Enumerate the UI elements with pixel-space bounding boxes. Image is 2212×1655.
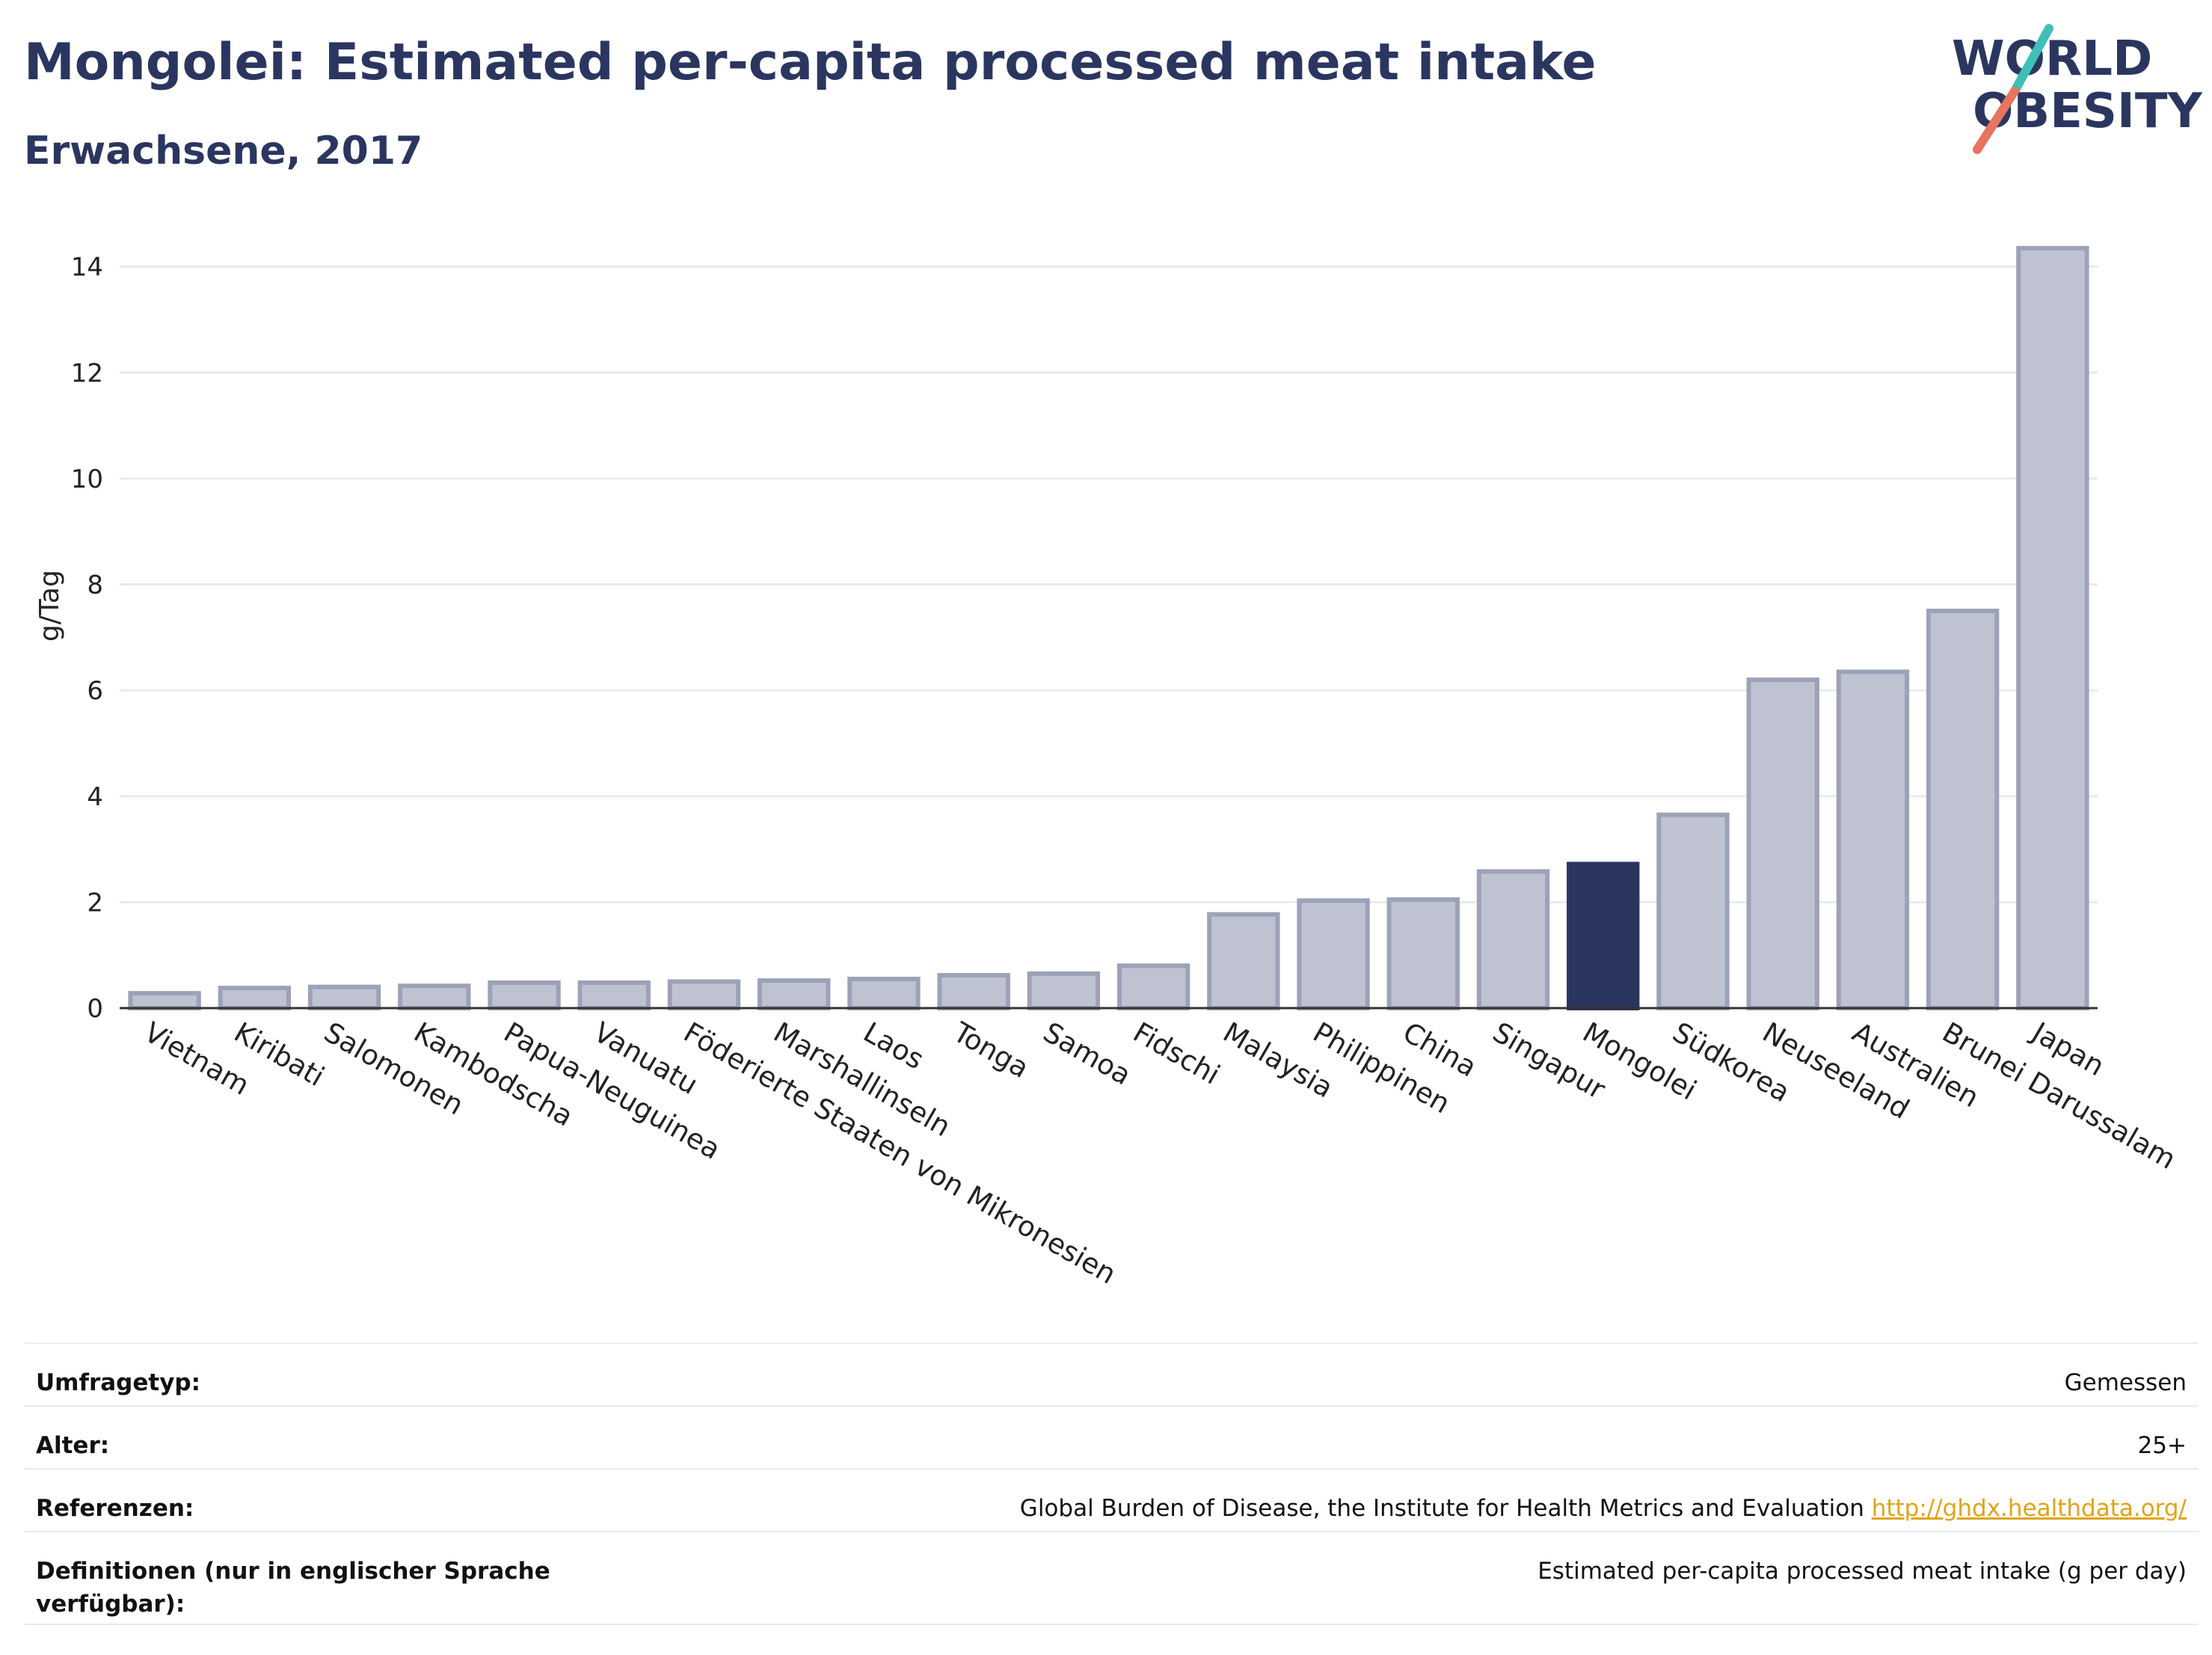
y-tick-label: 8 (87, 571, 103, 601)
meta-label: Alter: (36, 1432, 110, 1459)
bar-china (1386, 897, 1460, 1011)
bar-philippinen (1297, 898, 1370, 1010)
page-title: Mongolei: Estimated per-capita processed… (24, 33, 1597, 92)
logo-text-world: WORLD (1952, 31, 2152, 87)
y-tick-label: 4 (87, 782, 103, 812)
bar-vanuatu (577, 980, 651, 1011)
bar-brunei-darussalam (1926, 608, 2000, 1010)
meta-label: Definitionen (nur in englischer Sprache … (36, 1558, 550, 1618)
meta-value: Global Burden of Disease, the Institute … (1020, 1492, 2187, 1525)
meta-value: 25+ (2137, 1432, 2187, 1459)
x-tick-label: Fidschi (1128, 1016, 1225, 1091)
bar-neuseeland (1746, 677, 1819, 1010)
bar-australien (1836, 669, 1910, 1011)
meta-label: Umfragetyp: (36, 1369, 200, 1396)
reference-text: Global Burden of Disease, the Institute … (1019, 1495, 1864, 1522)
x-tick-label: Tonga (947, 1016, 1034, 1084)
meta-row-references: Referenzen: Global Burden of Disease, th… (24, 1468, 2199, 1531)
y-tick-label: 12 (71, 358, 103, 388)
bar-japan (2016, 245, 2089, 1010)
world-obesity-logo: WORLD OBESITY (1952, 24, 2202, 154)
bar-papua-neuguinea (488, 980, 561, 1011)
bar-kambodscha (398, 983, 471, 1010)
y-tick-label: 10 (71, 464, 103, 494)
bar-malaysia (1207, 912, 1280, 1011)
meta-bottom-border (24, 1624, 2199, 1625)
bar-tonga (937, 973, 1010, 1010)
bar-kiribati (218, 986, 292, 1011)
meta-value: Gemessen (2064, 1369, 2187, 1396)
metadata-table: Umfragetyp: Gemessen Alter: 25+ Referenz… (24, 1342, 2199, 1625)
bar-samoa (1027, 971, 1101, 1011)
y-tick-label: 14 (71, 253, 103, 283)
meta-value: Estimated per-capita processed meat inta… (1537, 1558, 2187, 1585)
meta-row-survey-type: Umfragetyp: Gemessen (24, 1342, 2199, 1405)
meta-label: Referenzen: (36, 1495, 194, 1522)
meta-row-age: Alter: 25+ (24, 1405, 2199, 1468)
bar-marshallinseln (758, 978, 831, 1010)
x-tick-label: Samoa (1038, 1016, 1137, 1092)
bar-f-derierte-staaten-von-mikronesien (667, 979, 741, 1011)
bar-fidschi (1116, 963, 1191, 1010)
logo-slash-teal (2010, 24, 2053, 96)
bar-mongolei (1567, 862, 1640, 1011)
bar-chart: 02468101214g/TagVietnamKiribatiSalomonen… (34, 245, 2181, 1291)
page-subtitle: Erwachsene, 2017 (24, 129, 423, 174)
y-tick-label: 2 (87, 888, 103, 918)
y-tick-label: 0 (87, 994, 103, 1024)
meta-row-definitions: Definitionen (nur in englischer Sprache … (24, 1531, 2199, 1624)
bar-laos (847, 977, 921, 1011)
y-axis-label: g/Tag (34, 570, 65, 642)
bar-singapur (1476, 869, 1550, 1010)
bar-s-dkorea (1656, 812, 1730, 1010)
reference-link[interactable]: http://ghdx.healthdata.org/ (1871, 1495, 2187, 1522)
bar-vietnam (128, 991, 201, 1010)
logo-slash-coral (1973, 87, 2019, 154)
y-tick-label: 6 (87, 676, 103, 706)
bar-salomonen (307, 984, 381, 1010)
